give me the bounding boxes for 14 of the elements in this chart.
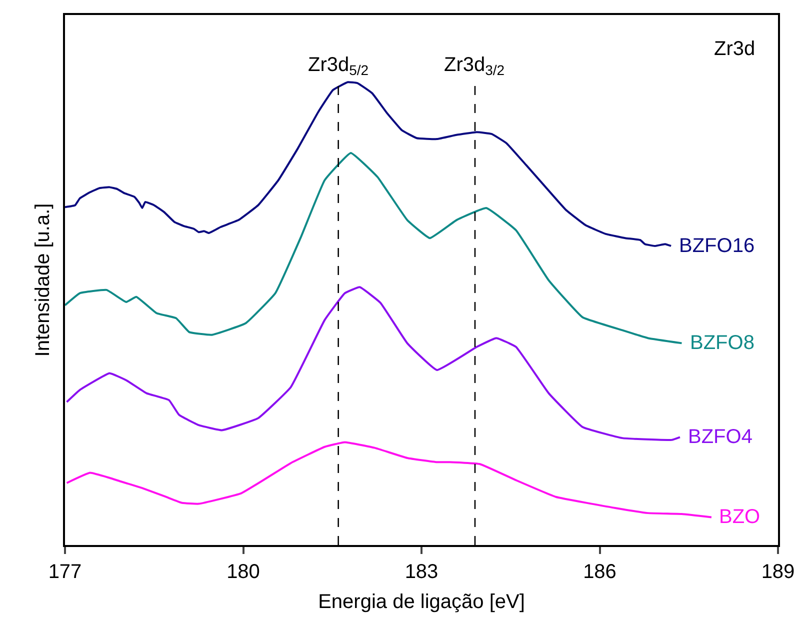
ref-line-label: Zr3d$_{5/2}$ xyxy=(308,54,369,78)
x-tick-label: 180 xyxy=(226,561,260,583)
text: Zr3d xyxy=(714,38,756,60)
series-label: BZFO16 xyxy=(679,235,755,257)
x-tick-label: 186 xyxy=(583,561,616,583)
x-tick-label: 183 xyxy=(404,561,438,583)
y-axis-title: Intensidade [u.a.] xyxy=(32,203,54,357)
x-axis-title: Energia de ligação [eV] xyxy=(318,591,525,613)
ref-line-label: Zr3d$_{3/2}$ xyxy=(444,54,505,78)
series-label: BZFO4 xyxy=(688,426,752,448)
series-label: BZFO8 xyxy=(690,332,754,354)
x-tick-label: 177 xyxy=(48,561,82,583)
x-tick-label: 189 xyxy=(761,561,795,583)
series-label: BZO xyxy=(719,506,760,528)
